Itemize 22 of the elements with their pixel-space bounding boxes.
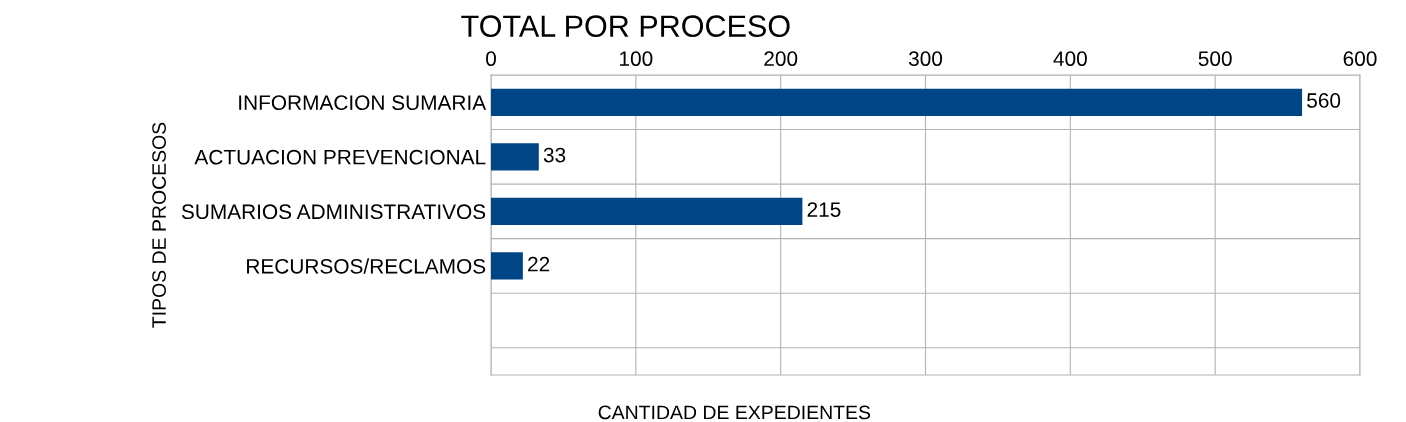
chart-title: TOTAL POR PROCESO: [461, 15, 790, 37]
x-tick-label: 200: [764, 51, 798, 67]
x-tick-label: 300: [908, 51, 943, 67]
x-tick-label: 600: [1343, 51, 1377, 67]
data-label: 33: [543, 147, 566, 163]
x-tick-label: 100: [620, 51, 653, 67]
bar: [491, 88, 1303, 116]
y-tick-label: SUMARIOS ADMINISTRATIVOS: [181, 204, 486, 220]
x-tick-label: 500: [1198, 51, 1232, 67]
bar: [491, 143, 539, 171]
x-tick-label: 400: [1053, 51, 1087, 67]
bar: [491, 252, 523, 280]
y-tick-label: ACTUACION PREVENCIONAL: [194, 149, 486, 165]
data-label: 560: [1307, 93, 1341, 108]
x-tick-label: 0: [486, 51, 496, 67]
data-label: 215: [807, 202, 841, 217]
y-tick-label: INFORMACION SUMARIA: [239, 95, 487, 111]
bar: [491, 197, 803, 225]
y-axis-title: TIPOS DE PROCESOS: [152, 122, 166, 328]
x-axis-title: CANTIDAD DE EXPEDIENTES: [598, 405, 871, 420]
data-label: 22: [528, 256, 550, 272]
y-tick-label: RECURSOS/RECLAMOS: [247, 258, 486, 274]
